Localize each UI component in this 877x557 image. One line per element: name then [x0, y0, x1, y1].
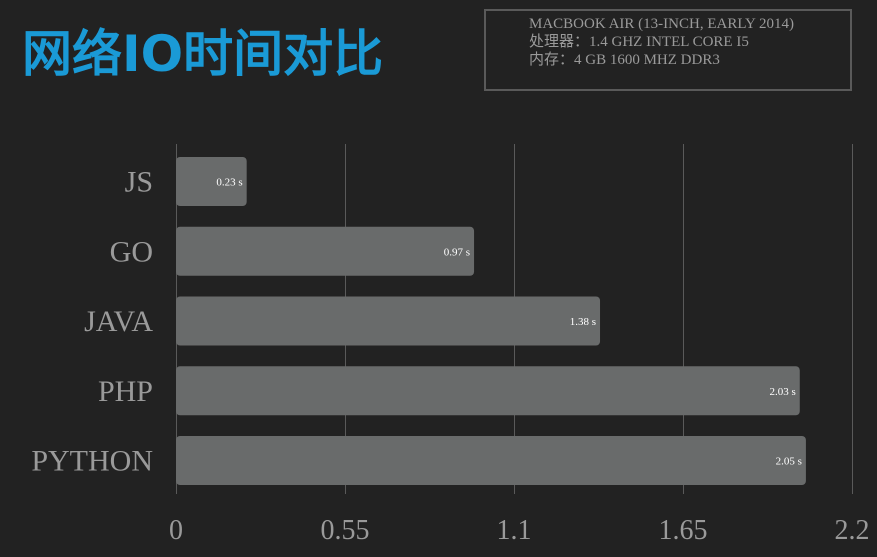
bar: [176, 226, 475, 276]
x-tick-label: 0: [169, 515, 183, 546]
spec-model: MACBOOK AIR (13-INCH, EARLY 2014): [529, 16, 795, 32]
bars: [176, 157, 806, 485]
data-label: 0.97 s: [444, 246, 470, 258]
spec-box: MACBOOK AIR (13-INCH, EARLY 2014) 处理器：1.…: [484, 9, 852, 91]
spec-processor: 处理器：1.4 GHZ INTEL CORE I5: [529, 34, 749, 50]
bar: [176, 296, 601, 346]
category-label: PYTHON: [31, 445, 153, 478]
data-labels: 0.23 s 0.97 s 1.38 s 2.03 s 2.05 s: [216, 177, 802, 468]
chart-title: 网络IO时间对比: [22, 25, 384, 83]
category-labels: JS GO JAVA PHP PYTHON: [31, 166, 153, 478]
data-label: 2.03 s: [769, 386, 795, 398]
category-label: GO: [110, 235, 153, 268]
data-label: 2.05 s: [776, 456, 802, 468]
x-tick-label: 0.55: [321, 515, 370, 546]
x-tick-label: 1.65: [659, 515, 708, 546]
category-label: PHP: [98, 375, 153, 408]
spec-memory: 内存：4 GB 1600 MHZ DDR3: [529, 52, 720, 68]
x-tick-label: 2.2: [835, 515, 870, 546]
bar: [176, 436, 806, 485]
x-tick-labels: 0 0.55 1.1 1.65 2.2: [169, 515, 870, 546]
category-label: JAVA: [84, 305, 153, 338]
data-label: 1.38 s: [570, 316, 596, 328]
x-tick-label: 1.1: [497, 515, 532, 546]
category-label: JS: [125, 166, 153, 199]
bar: [176, 366, 800, 416]
data-label: 0.23 s: [216, 177, 242, 189]
bar: [176, 157, 247, 206]
